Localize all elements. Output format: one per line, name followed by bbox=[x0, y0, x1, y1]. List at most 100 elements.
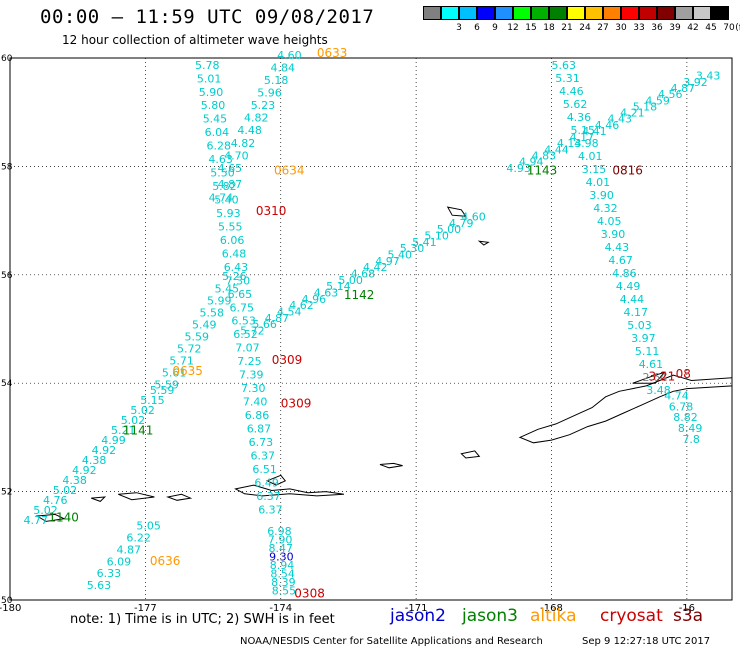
swh-value: 4.63 bbox=[208, 153, 233, 166]
swh-value: 5.03 bbox=[627, 319, 652, 332]
color-scale-label: 27 bbox=[597, 23, 609, 33]
swh-value: 5.02 bbox=[121, 414, 146, 427]
color-scale-label: 9 bbox=[492, 23, 498, 33]
swh-value: 7.40 bbox=[243, 396, 268, 409]
swh-value: 4.87 bbox=[117, 543, 142, 556]
swh-value: 5.59 bbox=[185, 330, 210, 343]
longitude-label: -171 bbox=[405, 603, 428, 614]
swh-value: 4.61 bbox=[639, 358, 664, 371]
swh-value: 5.59 bbox=[150, 384, 175, 397]
color-swatch bbox=[459, 6, 477, 20]
swh-value: 5.99 bbox=[207, 294, 232, 307]
swh-value: 4.38 bbox=[62, 474, 87, 487]
swh-value: 7.30 bbox=[241, 382, 266, 395]
color-scale-label: 36 bbox=[651, 23, 663, 33]
swh-value: 4.43 bbox=[608, 113, 633, 126]
color-swatch bbox=[423, 6, 441, 20]
color-swatch bbox=[477, 6, 495, 20]
coastline bbox=[477, 240, 490, 246]
pass-time-label: 0635 bbox=[172, 364, 203, 378]
color-swatch bbox=[549, 6, 567, 20]
swh-value: 4.93 bbox=[506, 162, 531, 175]
swh-value: 4.65 bbox=[218, 162, 243, 175]
coastline bbox=[518, 374, 733, 444]
color-scale-label: 21 bbox=[561, 23, 573, 33]
swh-value: 4.74 bbox=[209, 192, 234, 205]
swh-value: 4.63 bbox=[314, 287, 339, 300]
swh-value: 4.43 bbox=[605, 241, 630, 254]
color-swatch bbox=[675, 6, 693, 20]
swh-value: 3.43 bbox=[696, 70, 721, 83]
swh-value: 5.18 bbox=[264, 74, 289, 87]
latitude-label: 60 bbox=[1, 54, 13, 64]
swh-value: 5.00 bbox=[437, 223, 462, 236]
swh-value: 5.40 bbox=[214, 194, 239, 207]
pass-time-label: 0634 bbox=[274, 164, 305, 178]
swh-value: 5.55 bbox=[218, 221, 243, 234]
swh-value: 8.47 bbox=[269, 542, 294, 555]
swh-value: 8.39 bbox=[271, 576, 296, 589]
map-subtitle: 12 hour collection of altimeter wave hei… bbox=[62, 33, 328, 47]
swh-value: 4.87 bbox=[671, 82, 696, 95]
color-scale-label: 70 bbox=[723, 23, 735, 33]
swh-value: 6.37 bbox=[251, 449, 276, 462]
pass-time-label: 1140 bbox=[48, 510, 79, 524]
latitude-label: 54 bbox=[1, 379, 13, 389]
color-scale-label: 42 bbox=[687, 23, 699, 33]
swh-value: 4.46 bbox=[595, 119, 620, 132]
swh-value: 4.42 bbox=[363, 261, 388, 274]
swh-value: 6.09 bbox=[107, 555, 132, 568]
swh-value: 4.99 bbox=[101, 434, 126, 447]
coastline bbox=[166, 493, 193, 501]
swh-value: 4.83 bbox=[532, 150, 557, 163]
swh-value: 4.76 bbox=[43, 494, 68, 507]
swh-value: 4.77 bbox=[24, 514, 49, 527]
swh-value: 5.45 bbox=[215, 282, 240, 295]
swh-value: 5.30 bbox=[400, 242, 425, 255]
swh-value: 6.28 bbox=[207, 140, 232, 153]
swh-value: 5.90 bbox=[199, 86, 224, 99]
swh-value: 5.78 bbox=[195, 59, 220, 72]
swh-value: 5.01 bbox=[197, 72, 222, 85]
color-swatch bbox=[693, 6, 711, 20]
swh-value: 5.11 bbox=[635, 345, 660, 358]
swh-value: 4.94 bbox=[519, 156, 544, 169]
swh-value: 7.39 bbox=[239, 369, 264, 382]
swh-value: 6.51 bbox=[252, 463, 277, 476]
color-scale-label: 12 bbox=[507, 23, 519, 33]
swh-value: 5.72 bbox=[240, 324, 265, 337]
legend-altika: altika bbox=[530, 606, 577, 626]
coastline bbox=[118, 492, 155, 501]
latitude-label: 52 bbox=[1, 488, 12, 498]
pass-time-label: 0309 bbox=[272, 353, 303, 367]
swh-value: 6.06 bbox=[220, 234, 245, 247]
color-swatch bbox=[603, 6, 621, 20]
swh-value: 5.10 bbox=[424, 230, 449, 243]
swh-value: 4.13 bbox=[557, 137, 582, 150]
swh-value: 8.49 bbox=[678, 422, 703, 435]
coastline bbox=[446, 206, 467, 217]
pass-time-label: 1143 bbox=[527, 164, 558, 178]
swh-value: 3.92 bbox=[683, 76, 708, 89]
swh-value: 5.63 bbox=[552, 59, 577, 72]
swh-value: 3.15 bbox=[582, 163, 607, 176]
swh-value: 5.26 bbox=[222, 270, 247, 283]
swh-value: 5.00 bbox=[338, 274, 363, 287]
color-swatch bbox=[585, 6, 603, 20]
swh-value: 7.07 bbox=[235, 342, 260, 355]
color-swatch bbox=[441, 6, 459, 20]
color-scale-label: 30 bbox=[615, 23, 627, 33]
swh-value: 6.73 bbox=[249, 436, 274, 449]
swh-value: 8.94 bbox=[270, 559, 295, 572]
swh-value: 4.70 bbox=[224, 149, 249, 162]
swh-value: 5.41 bbox=[412, 236, 437, 249]
swh-value: 2.64 bbox=[643, 371, 668, 384]
pass-time-label: 0308 bbox=[294, 586, 325, 600]
footer-timestamp: Sep 9 12:27:18 UTC 2017 bbox=[582, 636, 711, 647]
swh-value: 4.82 bbox=[231, 137, 256, 150]
swh-value: 6.48 bbox=[222, 247, 247, 260]
swh-value: 6.87 bbox=[247, 423, 272, 436]
swh-value: 6.86 bbox=[245, 409, 269, 422]
color-swatch bbox=[567, 6, 585, 20]
swh-value: 4.60 bbox=[461, 211, 486, 224]
